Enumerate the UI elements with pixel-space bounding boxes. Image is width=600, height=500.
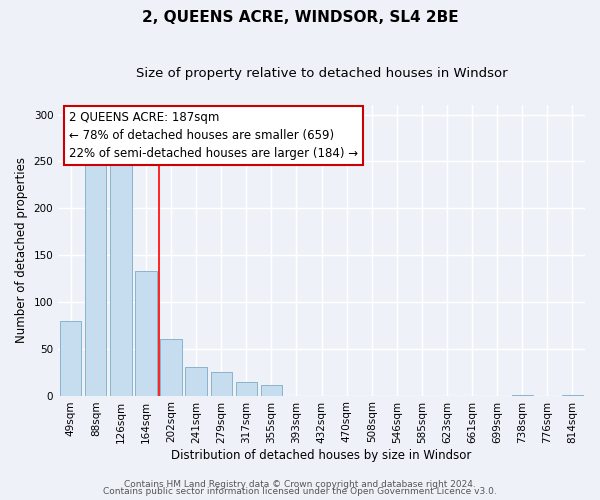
Bar bbox=[185, 368, 207, 396]
Bar bbox=[512, 394, 533, 396]
Bar bbox=[562, 394, 583, 396]
Text: Contains public sector information licensed under the Open Government Licence v3: Contains public sector information licen… bbox=[103, 488, 497, 496]
Text: Contains HM Land Registry data © Crown copyright and database right 2024.: Contains HM Land Registry data © Crown c… bbox=[124, 480, 476, 489]
Bar bbox=[211, 372, 232, 396]
Bar bbox=[136, 271, 157, 396]
X-axis label: Distribution of detached houses by size in Windsor: Distribution of detached houses by size … bbox=[172, 450, 472, 462]
Bar bbox=[60, 320, 82, 396]
Bar bbox=[261, 386, 282, 396]
Bar bbox=[160, 340, 182, 396]
Bar bbox=[236, 382, 257, 396]
Text: 2 QUEENS ACRE: 187sqm
← 78% of detached houses are smaller (659)
22% of semi-det: 2 QUEENS ACRE: 187sqm ← 78% of detached … bbox=[69, 111, 358, 160]
Bar bbox=[110, 164, 131, 396]
Title: Size of property relative to detached houses in Windsor: Size of property relative to detached ho… bbox=[136, 68, 508, 80]
Bar bbox=[85, 162, 106, 396]
Y-axis label: Number of detached properties: Number of detached properties bbox=[15, 158, 28, 344]
Text: 2, QUEENS ACRE, WINDSOR, SL4 2BE: 2, QUEENS ACRE, WINDSOR, SL4 2BE bbox=[142, 10, 458, 25]
